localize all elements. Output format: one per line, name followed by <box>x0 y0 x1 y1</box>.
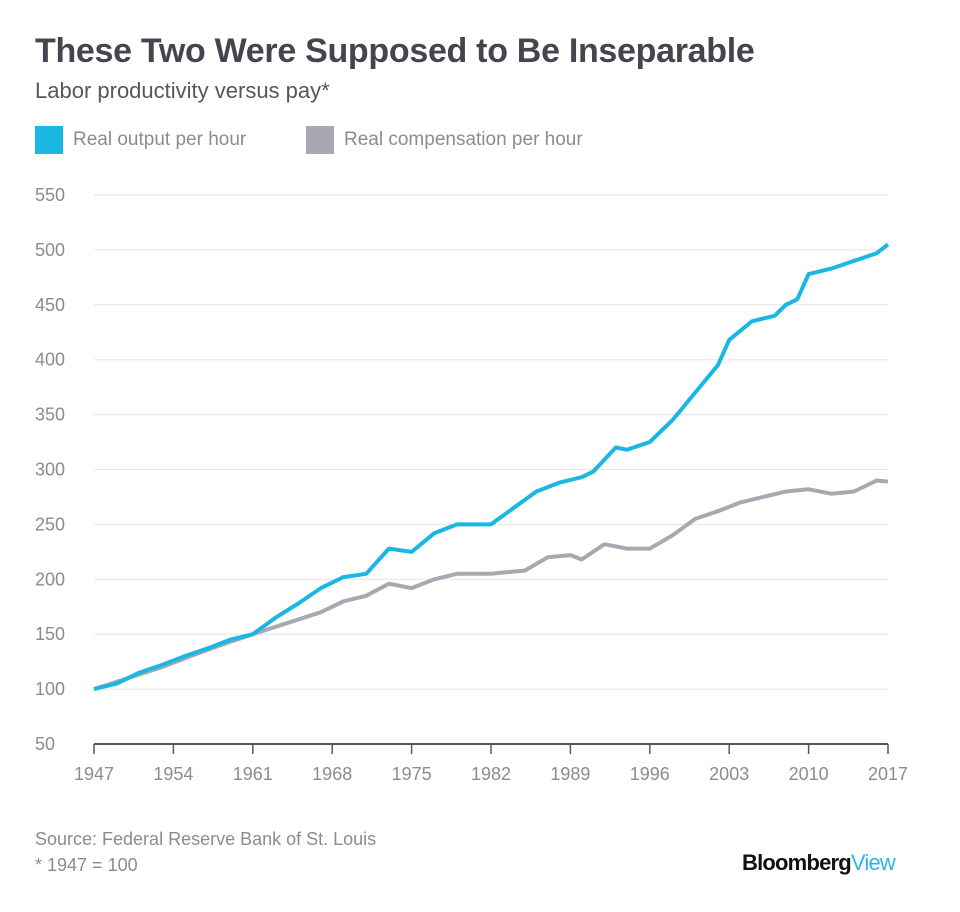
x-tick-label: 1947 <box>74 764 114 784</box>
x-tick-label: 1989 <box>550 764 590 784</box>
series-line-compensation <box>93 478 889 692</box>
y-tick-label: 550 <box>35 185 65 205</box>
legend-item-compensation: Real compensation per hour <box>306 126 583 154</box>
chart-footer: Source: Federal Reserve Bank of St. Loui… <box>35 826 376 878</box>
x-tick-label: 1975 <box>392 764 432 784</box>
y-tick-label: 150 <box>35 624 65 644</box>
y-tick-label: 350 <box>35 405 65 425</box>
chart-title: These Two Were Supposed to Be Inseparabl… <box>35 32 755 70</box>
legend-label-output: Real output per hour <box>73 129 247 150</box>
y-tick-label: 200 <box>35 569 65 589</box>
y-tick-label: 400 <box>35 350 65 370</box>
chart-subtitle: Labor productivity versus pay* <box>35 78 330 103</box>
y-tick-label: 500 <box>35 240 65 260</box>
y-tick-label: 300 <box>35 460 65 480</box>
y-tick-label: 250 <box>35 514 65 534</box>
y-tick-label: 450 <box>35 295 65 315</box>
x-tick-label: 1996 <box>630 764 670 784</box>
x-tick-label: 2017 <box>868 764 908 784</box>
x-tick-label: 1954 <box>153 764 193 784</box>
bloomberg-view-logo: BloombergView <box>742 850 896 875</box>
x-tick-label: 1968 <box>312 764 352 784</box>
legend-swatch-output <box>35 126 63 154</box>
y-tick-label: 50 <box>35 734 55 754</box>
series-line-output <box>93 242 890 692</box>
legend-item-output: Real output per hour <box>35 126 246 154</box>
source-note: Source: Federal Reserve Bank of St. Loui… <box>35 829 377 849</box>
x-tick-label: 2010 <box>789 764 829 784</box>
y-tick-label: 100 <box>35 679 65 699</box>
index-note: * 1947 = 100 <box>35 855 138 875</box>
legend-swatch-compensation <box>306 126 334 154</box>
x-tick-label: 1961 <box>233 764 273 784</box>
x-tick-label: 1982 <box>471 764 511 784</box>
x-tick-label: 2003 <box>709 764 749 784</box>
legend-label-compensation: Real compensation per hour <box>344 129 583 150</box>
